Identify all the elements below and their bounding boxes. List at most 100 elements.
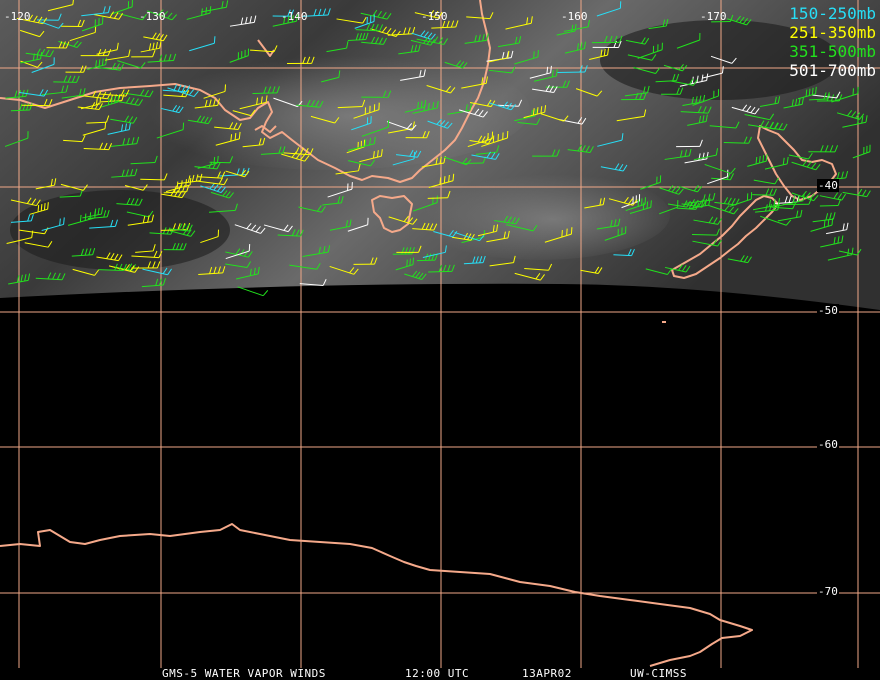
wind-barb xyxy=(842,188,871,198)
wind-barb xyxy=(5,89,29,99)
wind-barb xyxy=(842,115,868,128)
wind-barb xyxy=(616,109,647,122)
wind-barb xyxy=(321,70,341,83)
wind-barb xyxy=(523,105,547,119)
wind-barb xyxy=(629,200,652,215)
wind-barb xyxy=(679,73,709,87)
wind-barb xyxy=(489,255,516,267)
wind-barb xyxy=(678,184,703,193)
wind-barb xyxy=(329,219,352,231)
wind-barb xyxy=(517,118,541,126)
wind-barb xyxy=(466,12,494,20)
wind-barb xyxy=(355,23,384,32)
wind-barb xyxy=(4,131,29,147)
wind-barb xyxy=(687,114,708,126)
lat-label-50: -50 xyxy=(817,304,839,317)
wind-barb xyxy=(624,85,650,97)
wind-barb xyxy=(760,215,792,226)
wind-barb xyxy=(506,224,538,232)
wind-barb xyxy=(729,192,753,207)
wind-barb xyxy=(71,247,96,257)
footer-bar: GMS-5 WATER VAPOR WINDS 12:00 UTC 13APR0… xyxy=(0,667,880,680)
wind-barb xyxy=(659,185,684,195)
wind-barb xyxy=(348,159,375,167)
wind-barb xyxy=(140,41,162,53)
wind-barb xyxy=(410,37,436,46)
wind-barb xyxy=(81,16,104,32)
wind-barb xyxy=(170,223,193,232)
wind-barb xyxy=(836,109,865,120)
wind-barb xyxy=(783,97,804,109)
wind-barb xyxy=(497,99,523,107)
wind-barb xyxy=(359,149,383,163)
wind-barb xyxy=(298,205,326,213)
wind-barb xyxy=(19,89,49,97)
wind-barb xyxy=(692,238,722,247)
wind-barb xyxy=(838,248,862,256)
wind-barb xyxy=(625,197,646,212)
wind-barb xyxy=(711,14,734,23)
lon-label-160: -160 xyxy=(561,10,588,23)
wind-barb xyxy=(820,235,844,248)
wind-barb xyxy=(361,120,390,137)
wind-barb xyxy=(589,48,610,61)
wind-barb xyxy=(93,11,124,20)
wind-barb xyxy=(353,257,378,265)
wind-barb xyxy=(131,49,156,58)
wind-barb xyxy=(645,268,672,275)
lat-label-60: -60 xyxy=(817,438,839,451)
wind-barb xyxy=(428,264,455,273)
wind-barb xyxy=(663,64,688,72)
wind-barb xyxy=(10,103,33,112)
wind-barb xyxy=(759,96,781,107)
wind-barb xyxy=(405,130,430,139)
wind-barb xyxy=(29,202,49,215)
wind-barb xyxy=(61,88,86,99)
wind-barb xyxy=(203,84,227,99)
legend-entry-150-250: 150-250mb xyxy=(789,4,876,23)
wind-barb xyxy=(454,231,485,242)
wind-barb xyxy=(126,210,154,218)
wind-barb xyxy=(283,147,314,156)
wind-barb xyxy=(488,101,516,111)
wind-barb xyxy=(194,98,220,109)
wind-barb xyxy=(160,105,184,114)
lon-label-150: -150 xyxy=(421,10,448,23)
wind-barb xyxy=(198,266,226,276)
wind-barb xyxy=(89,219,118,229)
wind-barb xyxy=(714,197,740,206)
legend-entry-351-500: 351-500mb xyxy=(789,42,876,61)
wind-barb xyxy=(400,69,426,81)
wind-barb xyxy=(99,89,130,97)
wind-barb xyxy=(200,229,220,244)
wind-barb xyxy=(35,272,66,281)
wind-barb xyxy=(263,224,293,233)
wind-barb xyxy=(302,245,331,257)
pressure-legend: 150-250mb 251-350mb 351-500mb 501-700mb xyxy=(789,4,876,80)
wind-barb xyxy=(613,248,635,257)
wind-barb xyxy=(488,66,516,74)
tasmania-coastline xyxy=(371,195,413,233)
wind-barb xyxy=(87,57,108,70)
wind-barb xyxy=(115,96,144,106)
wind-barb xyxy=(135,244,156,253)
wind-barb xyxy=(625,37,650,45)
wind-barb xyxy=(361,36,388,45)
wind-barb xyxy=(600,163,628,172)
wind-barb xyxy=(87,209,110,219)
wind-barb xyxy=(127,214,154,226)
wind-barb xyxy=(225,261,252,268)
legend-entry-251-350: 251-350mb xyxy=(789,23,876,42)
wind-barb xyxy=(250,45,278,53)
wind-barb xyxy=(194,161,221,170)
wind-barb xyxy=(98,263,127,272)
wind-barb xyxy=(72,268,100,276)
wind-barb xyxy=(260,146,286,155)
wind-barb xyxy=(110,136,140,147)
coastlines xyxy=(0,0,837,667)
nz-south-island-coastline xyxy=(671,195,779,279)
wind-barb xyxy=(147,53,177,63)
wind-barb xyxy=(225,244,251,260)
wind-barb xyxy=(852,144,871,159)
